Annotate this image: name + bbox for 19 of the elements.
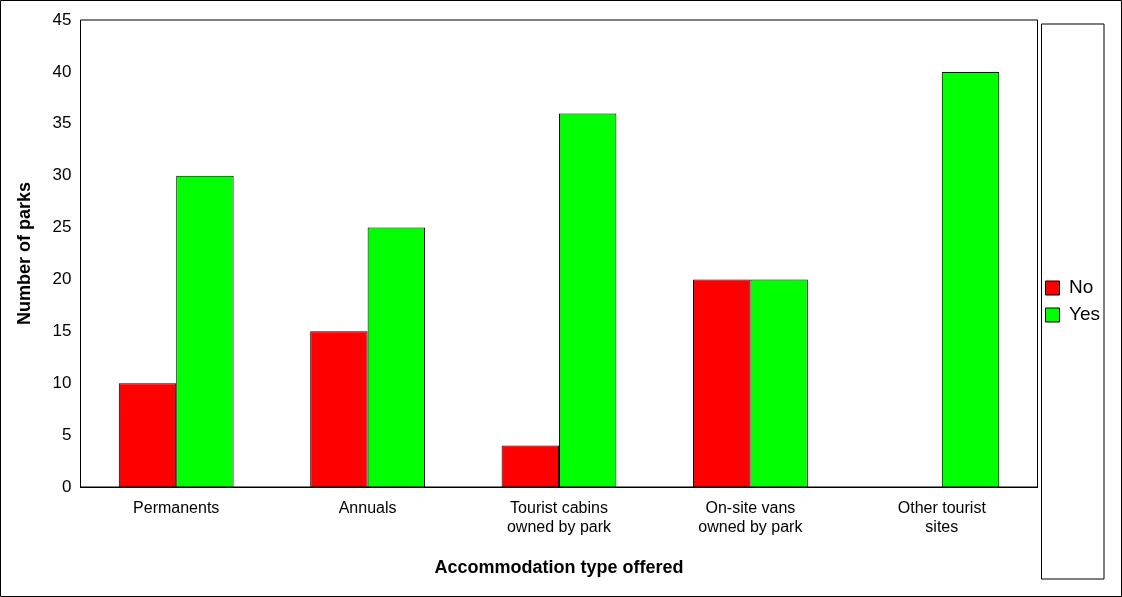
legend-label: Yes: [1069, 303, 1100, 325]
y-tick-label: 30: [52, 165, 72, 185]
y-tick-label: 15: [52, 321, 72, 341]
x-tick-label: Other tourist sites: [897, 499, 987, 536]
y-tick-label: 10: [52, 372, 72, 392]
legend-label: No: [1069, 276, 1094, 298]
x-tick-label: Annuals: [338, 499, 397, 517]
y-axis-title: Number of parks: [13, 181, 34, 326]
x-tick-label: Permanents: [133, 499, 220, 517]
y-tick-label: 45: [52, 9, 72, 29]
y-tick-label: 0: [62, 476, 72, 496]
x-tick-label: Tourist cabins owned by park: [506, 499, 613, 536]
y-tick-label: 5: [62, 424, 72, 444]
y-tick-label: 25: [52, 217, 72, 237]
y-tick-label: 40: [52, 61, 72, 81]
x-tick-label: On-site vans owned by park: [698, 499, 804, 536]
y-tick-label: 20: [52, 269, 72, 289]
x-axis-title: Accommodation type offered: [434, 557, 684, 578]
y-tick-label: 35: [52, 113, 72, 133]
